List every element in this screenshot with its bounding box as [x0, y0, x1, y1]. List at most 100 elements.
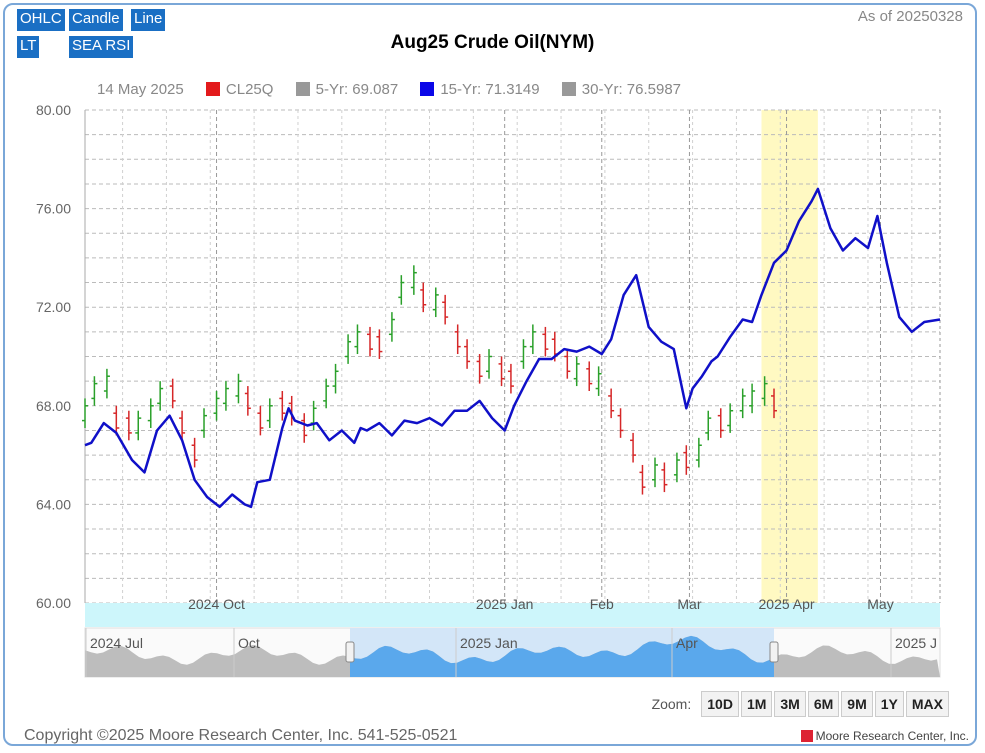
ohlc-bar — [564, 349, 571, 379]
line-button[interactable]: Line — [131, 9, 166, 31]
ohlc-bar — [147, 398, 154, 428]
lt-button[interactable]: LT — [17, 36, 40, 58]
legend-item-5yr[interactable]: 5-Yr: 69.087 — [315, 80, 399, 98]
ohlc-bar — [749, 383, 756, 414]
zoom-10d-button[interactable]: 10D — [701, 691, 739, 717]
ohlc-bar — [301, 413, 308, 443]
legend: 14 May 2025 CL25Q 5-Yr: 69.087 15-Yr: 71… — [97, 80, 681, 98]
ohlc-bar — [266, 398, 273, 428]
ohlc-bar — [661, 462, 668, 493]
ohlc-bar — [617, 408, 624, 438]
ohlc-bar — [705, 410, 712, 441]
brand[interactable]: Moore Research Center, Inc. — [800, 729, 969, 743]
legend-swatch-cl25q — [205, 82, 220, 97]
navigator-label: Oct — [238, 635, 260, 651]
chart-title: Aug25 Crude Oil(NYM) — [390, 32, 595, 53]
x-tick-label: 2024 Oct — [188, 596, 245, 612]
ohlc-bar — [761, 376, 768, 406]
ohlc-bar — [486, 349, 493, 379]
seasonal-15yr-line — [84, 187, 941, 509]
ohlc-bar — [222, 381, 229, 411]
legend-swatch-15yr — [420, 82, 435, 97]
legend-swatch-30yr — [561, 82, 576, 97]
as-of-date: As of 20250328 — [857, 8, 963, 25]
legend-swatch-5yr — [295, 82, 310, 97]
ohlc-bar — [673, 452, 680, 483]
navigator-label: 2025 Jan — [460, 635, 518, 651]
ohlc-bar — [739, 388, 746, 419]
sea-rsi-button[interactable]: SEA RSI — [69, 36, 134, 58]
candle-button[interactable]: Candle — [69, 9, 123, 31]
navigator-right-handle[interactable] — [769, 641, 779, 663]
ohlc-bar — [354, 324, 361, 355]
y-tick-label: 60.00 — [36, 595, 71, 611]
legend-item-cl25q[interactable]: CL25Q — [225, 80, 274, 98]
legend-item-30yr[interactable]: 30-Yr: 76.5987 — [581, 80, 682, 98]
ohlc-bar — [82, 398, 88, 428]
x-tick-label: Feb — [590, 596, 614, 612]
ohlc-bar — [432, 287, 439, 318]
ohlc-bar — [367, 326, 373, 357]
zoom-max-button[interactable]: MAX — [905, 691, 949, 717]
ohlc-bar — [652, 457, 658, 488]
legend-date: 14 May 2025 — [97, 80, 184, 98]
ohlc-bar — [410, 265, 417, 295]
ohlc-bar — [464, 339, 471, 369]
y-tick-label: 64.00 — [36, 496, 71, 512]
ohlc-bar — [398, 275, 405, 305]
navigator-label: Apr — [676, 635, 698, 651]
zoom-controls: Zoom: 10D 1M 3M 6M 9M 1Y MAX — [652, 691, 949, 717]
ohlc-button[interactable]: OHLC — [17, 9, 65, 31]
ohlc-bar — [179, 410, 186, 441]
ohlc-bar — [376, 329, 383, 359]
y-tick-label: 80.00 — [36, 102, 71, 118]
ohlc-bar — [213, 391, 220, 421]
ohlc-bar — [332, 363, 339, 394]
ohlc-bar — [113, 405, 120, 436]
zoom-1y-button[interactable]: 1Y — [874, 691, 904, 717]
x-tick-label: 2025 Jan — [476, 596, 534, 612]
ohlc-bar — [169, 378, 176, 409]
ohlc-bar — [91, 376, 98, 406]
ohlc-bar — [323, 378, 330, 409]
ohlc-bar — [454, 324, 461, 355]
x-axis-band — [85, 603, 940, 627]
zoom-3m-button[interactable]: 3M — [774, 691, 806, 717]
ohlc-bar — [420, 282, 427, 313]
zoom-6m-button[interactable]: 6M — [807, 691, 840, 717]
ohlc-bar — [683, 445, 690, 475]
ohlc-bar — [498, 356, 505, 387]
ohlc-bar — [201, 408, 208, 438]
ohlc-bar — [695, 437, 702, 468]
mrci-logo-icon — [800, 730, 813, 742]
ohlc-bar — [244, 386, 251, 416]
ohlc-bar — [191, 437, 198, 468]
navigator-left-handle[interactable] — [345, 641, 355, 663]
zoom-label: Zoom: — [651, 696, 692, 712]
ohlc-bar — [529, 324, 536, 355]
ohlc-bar — [542, 326, 549, 357]
brand-label: Moore Research Center, Inc. — [815, 729, 969, 743]
ohlc-bar — [279, 391, 286, 421]
x-tick-label: Mar — [677, 596, 701, 612]
ohlc-bar — [630, 432, 637, 463]
ohlc-bar — [595, 366, 602, 396]
x-tick-label: May — [867, 596, 893, 612]
zoom-9m-button[interactable]: 9M — [841, 691, 873, 717]
ohlc-bar — [388, 312, 395, 342]
copyright: Copyright ©2025 Moore Research Center, I… — [24, 727, 458, 744]
ohlc-bar — [135, 410, 142, 441]
ohlc-bar — [639, 464, 646, 495]
zoom-1m-button[interactable]: 1M — [740, 691, 773, 717]
navigator-label: 2025 J — [895, 635, 937, 651]
y-tick-label: 72.00 — [36, 299, 71, 315]
legend-item-15yr[interactable]: 15-Yr: 71.3149 — [440, 80, 540, 98]
ohlc-bar — [157, 381, 164, 411]
ohlc-bar — [125, 410, 132, 441]
ohlc-bar — [520, 339, 527, 369]
ohlc-bar — [235, 373, 242, 404]
navigator-label: 2024 Jul — [90, 635, 143, 651]
ohlc-bar — [103, 368, 110, 399]
ohlc-bar — [727, 403, 734, 433]
